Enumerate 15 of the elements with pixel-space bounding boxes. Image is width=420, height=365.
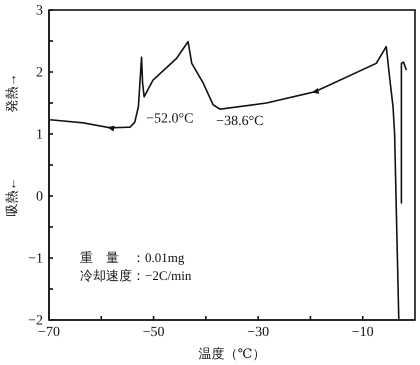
y-tick-label: −1	[28, 251, 43, 266]
y-axis-title: 吸熱← 発熱→	[4, 74, 19, 216]
annotation: −38.6°C	[216, 114, 264, 130]
line-series	[400, 61, 408, 204]
annotation: −52.0°C	[146, 112, 194, 127]
x-tick-label: −30	[247, 324, 270, 340]
y-tick-label: 2	[36, 65, 43, 80]
annotation: 重 量 ：0.01mg	[80, 250, 185, 265]
annotation: 冷却速度：−2C/min	[80, 268, 192, 283]
x-tick-label: −10	[352, 324, 374, 340]
y-tick-label: 0	[36, 189, 43, 204]
x-axis-title: 温度（℃）	[198, 346, 266, 361]
x-tick-label: −50	[142, 324, 165, 340]
y-tick-label: 3	[36, 3, 43, 18]
y-tick-label: 1	[36, 127, 43, 142]
